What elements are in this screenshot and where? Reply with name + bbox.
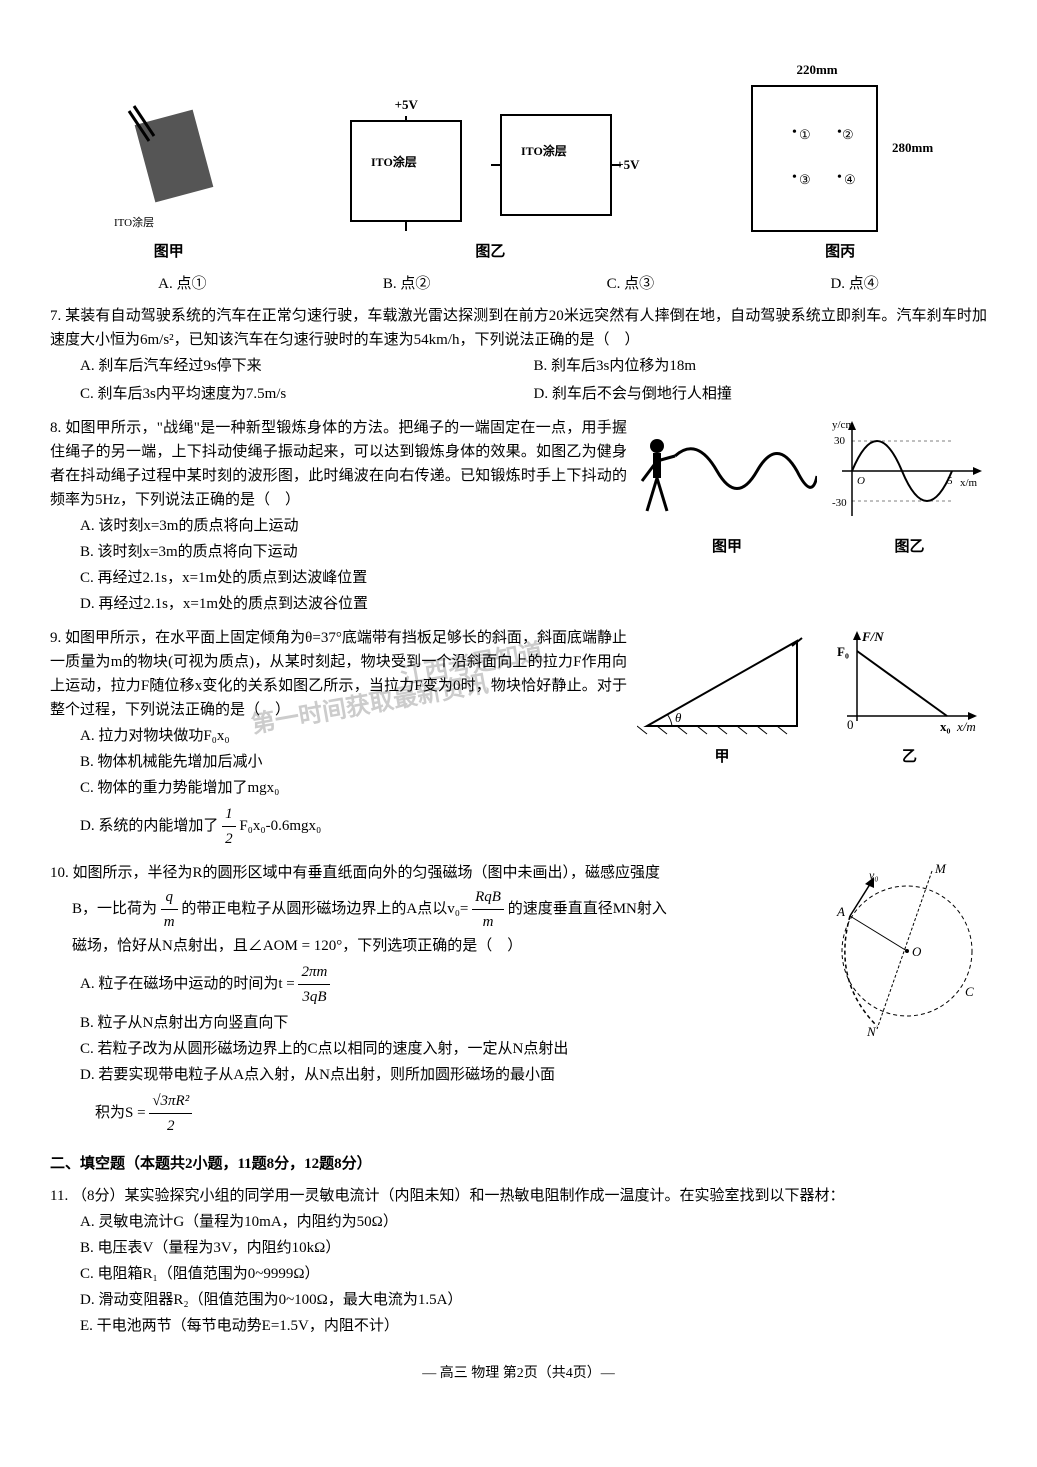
q7-opt-c: C. 刹车后3s内平均速度为7.5m/s (80, 382, 534, 406)
figure-bing: 220mm •① •② •③ •④ 280mm 图丙 (747, 60, 933, 264)
q8-text: 如图甲所示，"战绳"是一种新型锻炼身体的方法。把绳子的一端固定在一点，用手握住绳… (50, 420, 627, 508)
q7-num: 7. (50, 308, 61, 324)
svg-text:A: A (836, 904, 845, 919)
q11-item-b: B. 电压表V（量程为3V，内阻约10kΩ） (80, 1236, 987, 1260)
q10-opt-d: D. 若要实现带电粒子从A点入射，从N点出射，则所加圆形磁场的最小面 (80, 1063, 987, 1087)
figure-jia-svg: ITO涂层 (104, 86, 234, 236)
q7-text: 某装有自动驾驶系统的汽车在正常匀速行驶，车载激光雷达探测到在前方20米远突然有人… (50, 308, 987, 348)
q11-item-c: C. 电阻箱R₁（阻值范围为0~9999Ω） (80, 1262, 987, 1286)
q8-opt-c: C. 再经过2.1s，x=1m处的质点到达波峰位置 (80, 566, 987, 590)
q11-item-d: D. 滑动变阻器R₂（阻值范围为0~100Ω，最大电流为1.5A） (80, 1288, 987, 1312)
q8-fig-jia (637, 421, 817, 531)
figure-yi: +5V ITO涂层 ITO涂层 +5V 图乙 (341, 95, 639, 264)
fig2-right-box: ITO涂层 (491, 105, 621, 225)
svg-text:x₀: x₀ (940, 719, 951, 734)
q9-opt-d: D. 系统的内能增加了 12 F₀x₀-0.6mgx₀ (80, 802, 987, 851)
q9-fig-jia-caption: 甲 (714, 745, 729, 769)
svg-text:-30: -30 (832, 497, 847, 509)
q8-figures: 图甲 y/cm x/m 30 -30 O 5 图乙 (637, 416, 987, 559)
q8-opt-d: D. 再经过2.1s，x=1m处的质点到达波谷位置 (80, 592, 987, 616)
svg-text:②: ② (842, 127, 854, 142)
svg-text:y/cm: y/cm (832, 419, 854, 431)
fig-bing-caption: 图丙 (825, 240, 855, 264)
q11-item-e: E. 干电池两节（每节电动势E=1.5V，内阻不计） (80, 1314, 987, 1338)
q10-num: 10. (50, 865, 69, 881)
q9-fig-yi-caption: 乙 (902, 745, 917, 769)
q10-opt-d2: 积为S = √3πR²2 (80, 1089, 987, 1138)
q11-num: 11. (50, 1188, 68, 1204)
svg-text:F₀: F₀ (837, 644, 849, 659)
svg-text:C: C (965, 984, 974, 999)
svg-text:F/N: F/N (861, 629, 884, 644)
q7-opt-b: B. 刹车后3s内位移为18m (534, 354, 988, 378)
q9-figures: θ 甲 F/N F₀ x₀ x/m (637, 626, 987, 769)
svg-text:x/m: x/m (956, 719, 976, 734)
q7-opt-a: A. 刹车后汽车经过9s停下来 (80, 354, 534, 378)
q11-items: A. 灵敏电流计G（量程为10mA，内阻约为50Ω） B. 电压表V（量程为3V… (50, 1210, 987, 1338)
svg-text:•: • (837, 170, 842, 185)
page-footer: — 高三 物理 第2页（共4页）— (50, 1363, 987, 1385)
svg-text:ITO涂层: ITO涂层 (521, 143, 567, 158)
svg-text:O: O (912, 944, 922, 959)
svg-text:ITO涂层: ITO涂层 (371, 154, 417, 169)
q8-fig-yi-caption: 图乙 (894, 535, 924, 559)
q9-fig-yi: F/N F₀ x₀ x/m 0 (832, 626, 987, 741)
q10-circle: M N A O C v₀ (822, 861, 987, 1036)
svg-text:③: ③ (799, 172, 811, 187)
fig3-width: 220mm (796, 60, 837, 81)
q8-fig-jia-caption: 图甲 (712, 535, 742, 559)
fig3-height: 280mm (892, 138, 933, 159)
svg-text:•: • (792, 170, 797, 185)
svg-text:ITO涂层: ITO涂层 (114, 215, 154, 229)
svg-text:M: M (934, 861, 947, 876)
q11-text: （8分）某实验探究小组的同学用一灵敏电流计（内阻未知）和一热敏电阻制作成一温度计… (72, 1188, 845, 1204)
q6-opt-a: A. 点① (158, 272, 206, 296)
q11-item-a: A. 灵敏电流计G（量程为10mA，内阻约为50Ω） (80, 1210, 987, 1234)
svg-text:x/m: x/m (960, 477, 978, 489)
q6-options: A. 点① B. 点② C. 点③ D. 点④ (50, 272, 987, 296)
svg-text:①: ① (799, 127, 811, 142)
svg-text:O: O (857, 475, 865, 487)
q8-fig-yi: y/cm x/m 30 -30 O 5 (832, 416, 987, 531)
fig2-left-box: ITO涂层 (341, 116, 471, 236)
q9-opt-c: C. 物体的重力势能增加了mgx₀ (80, 776, 987, 800)
question-9: 江西考是知道 第一时间获取最新资讯 θ 甲 (50, 626, 987, 853)
question-11: 11. （8分）某实验探究小组的同学用一灵敏电流计（内阻未知）和一热敏电阻制作成… (50, 1184, 987, 1338)
fig-yi-caption: 图乙 (475, 240, 505, 264)
fig2-left-top: +5V (395, 95, 418, 116)
fig2-right-side: +5V (616, 155, 639, 176)
svg-text:N: N (866, 1024, 877, 1036)
q8-num: 8. (50, 420, 61, 436)
q6-opt-d: D. 点④ (830, 272, 878, 296)
svg-text:θ: θ (675, 710, 682, 725)
question-8: 图甲 y/cm x/m 30 -30 O 5 图乙 8. 如图甲所示，"战绳"是 (50, 416, 987, 618)
q10-figure: M N A O C v₀ (822, 861, 987, 1044)
svg-text:v₀: v₀ (869, 868, 879, 882)
q9-text: 如图甲所示，在水平面上固定倾角为θ=37°底端带有挡板足够长的斜面，斜面底端静止… (50, 630, 627, 718)
q7-opt-d: D. 刹车后不会与倒地行人相撞 (534, 382, 988, 406)
svg-text:•: • (792, 125, 797, 140)
q10-text1: 如图所示，半径为R的圆形区域中有垂直纸面向外的匀强磁场（图中未画出），磁感应强度 (73, 865, 661, 881)
section-2-header: 二、填空题（本题共2小题，11题8分，12题8分） (50, 1152, 987, 1176)
svg-text:④: ④ (844, 172, 856, 187)
svg-text:30: 30 (834, 435, 846, 447)
svg-text:0: 0 (847, 717, 854, 732)
q6-opt-c: C. 点③ (607, 272, 655, 296)
question-10: M N A O C v₀ 10. 如图所示，半径为R的圆形区域中有垂直纸面向外的… (50, 861, 987, 1140)
fig-jia-caption: 图甲 (154, 240, 184, 264)
top-figures-row: ITO涂层 图甲 +5V ITO涂层 ITO涂层 (50, 60, 987, 264)
q9-fig-jia: θ (637, 626, 807, 741)
figure-jia: ITO涂层 图甲 (104, 86, 234, 264)
fig3-box: •① •② •③ •④ (747, 81, 887, 236)
q9-num: 9. (50, 630, 61, 646)
q6-opt-b: B. 点② (383, 272, 431, 296)
q7-options: A. 刹车后汽车经过9s停下来 B. 刹车后3s内位移为18m C. 刹车后3s… (50, 352, 987, 408)
question-7: 7. 某装有自动驾驶系统的汽车在正常匀速行驶，车载激光雷达探测到在前方20米远突… (50, 304, 987, 408)
